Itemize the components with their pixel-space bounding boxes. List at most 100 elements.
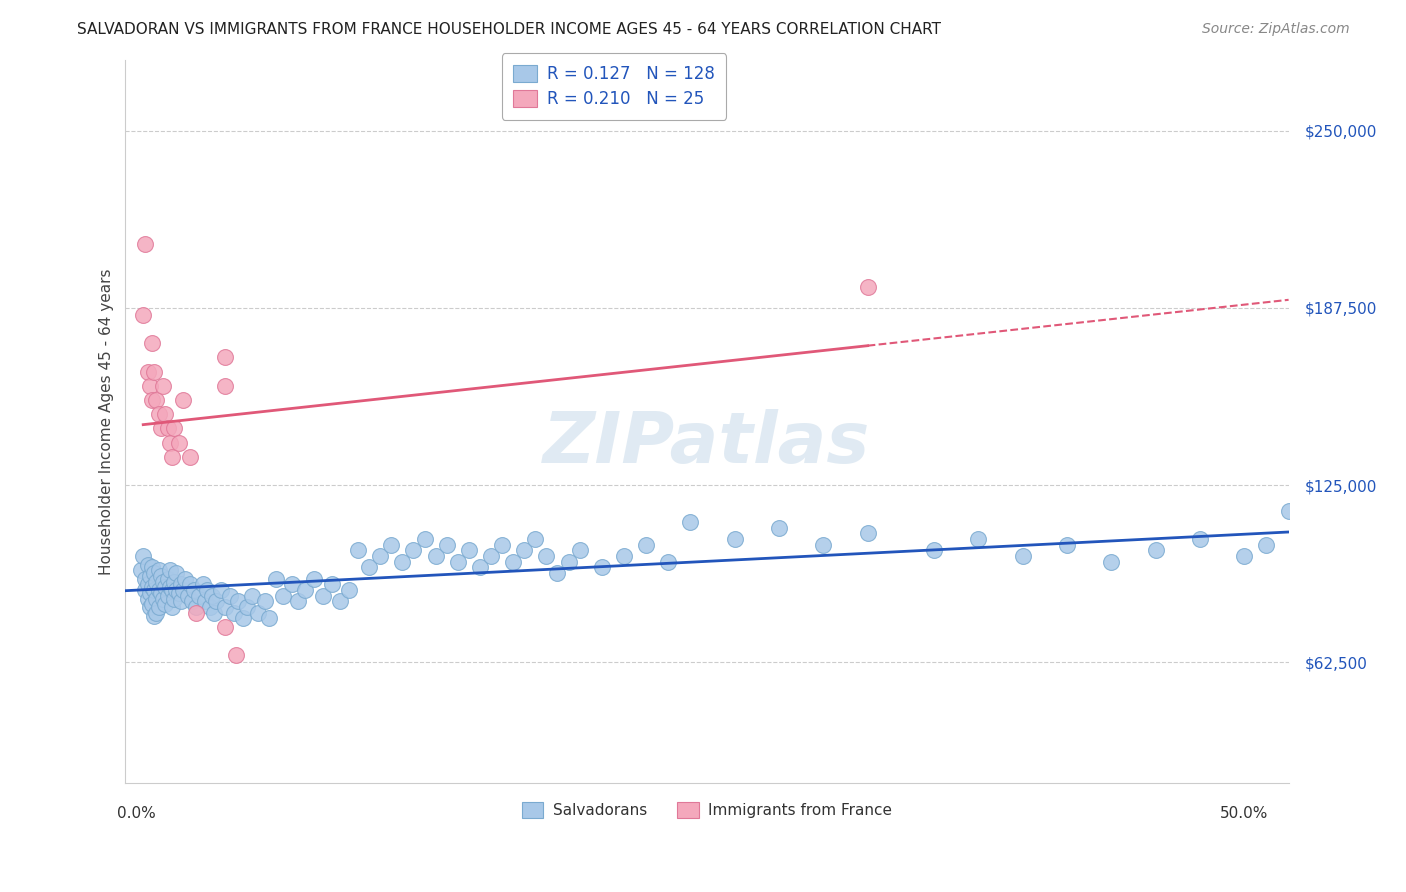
Point — [209, 583, 232, 598]
Point — [197, 583, 219, 598]
Point — [179, 450, 201, 464]
Point — [143, 608, 166, 623]
Point — [359, 560, 381, 574]
Point — [1056, 538, 1078, 552]
Point — [502, 555, 524, 569]
Point — [139, 586, 162, 600]
Point — [228, 594, 250, 608]
Point — [259, 611, 281, 625]
Point — [591, 560, 613, 574]
Point — [557, 555, 579, 569]
Point — [149, 569, 172, 583]
Text: 50.0%: 50.0% — [1220, 805, 1268, 821]
Point — [856, 279, 879, 293]
Point — [513, 543, 536, 558]
Point — [160, 583, 183, 598]
Point — [236, 600, 259, 615]
Point — [1277, 504, 1299, 518]
Point — [214, 620, 236, 634]
Point — [391, 555, 413, 569]
Point — [294, 583, 316, 598]
Point — [160, 450, 183, 464]
Point — [1144, 543, 1167, 558]
Point — [170, 577, 193, 591]
Point — [148, 583, 170, 598]
Point — [132, 549, 155, 563]
Point — [143, 566, 166, 580]
Point — [1256, 538, 1278, 552]
Point — [141, 580, 163, 594]
Point — [679, 515, 702, 529]
Point — [152, 574, 174, 589]
Point — [136, 591, 159, 606]
Point — [143, 365, 166, 379]
Point — [139, 600, 162, 615]
Point — [143, 583, 166, 598]
Point — [264, 572, 287, 586]
Point — [172, 583, 194, 598]
Point — [187, 589, 209, 603]
Text: 0.0%: 0.0% — [117, 805, 156, 821]
Point — [155, 597, 177, 611]
Point — [657, 555, 679, 569]
Point — [148, 563, 170, 577]
Point — [205, 594, 228, 608]
Point — [170, 594, 193, 608]
Text: Source: ZipAtlas.com: Source: ZipAtlas.com — [1202, 22, 1350, 37]
Point — [225, 648, 247, 663]
Point — [436, 538, 458, 552]
Point — [134, 583, 156, 598]
Point — [447, 555, 470, 569]
Point — [1388, 532, 1406, 546]
Point — [156, 589, 179, 603]
Point — [337, 583, 360, 598]
Point — [186, 600, 208, 615]
Point — [145, 574, 167, 589]
Point — [149, 421, 172, 435]
Point — [191, 577, 214, 591]
Point — [1322, 509, 1344, 524]
Point — [1233, 549, 1256, 563]
Point — [129, 563, 152, 577]
Point — [181, 594, 204, 608]
Point — [568, 543, 591, 558]
Point — [194, 594, 217, 608]
Point — [321, 577, 343, 591]
Point — [174, 572, 197, 586]
Point — [176, 589, 198, 603]
Text: SALVADORAN VS IMMIGRANTS FROM FRANCE HOUSEHOLDER INCOME AGES 45 - 64 YEARS CORRE: SALVADORAN VS IMMIGRANTS FROM FRANCE HOU… — [77, 22, 942, 37]
Point — [186, 606, 208, 620]
Point — [247, 606, 270, 620]
Point — [172, 392, 194, 407]
Point — [922, 543, 945, 558]
Point — [813, 538, 835, 552]
Point — [132, 308, 155, 322]
Point — [329, 594, 352, 608]
Legend: Salvadorans, Immigrants from France: Salvadorans, Immigrants from France — [515, 795, 900, 826]
Point — [368, 549, 391, 563]
Point — [347, 543, 370, 558]
Point — [254, 594, 277, 608]
Point — [271, 589, 294, 603]
Point — [148, 407, 170, 421]
Point — [201, 589, 224, 603]
Point — [141, 597, 163, 611]
Point — [380, 538, 402, 552]
Point — [1367, 515, 1389, 529]
Point — [202, 606, 225, 620]
Point — [280, 577, 302, 591]
Point — [183, 583, 205, 598]
Point — [967, 532, 990, 546]
Point — [139, 569, 162, 583]
Point — [136, 577, 159, 591]
Point — [156, 421, 179, 435]
Point — [163, 591, 186, 606]
Point — [856, 526, 879, 541]
Point — [145, 392, 167, 407]
Point — [768, 521, 790, 535]
Point — [724, 532, 747, 546]
Point — [155, 580, 177, 594]
Point — [139, 379, 162, 393]
Point — [145, 606, 167, 620]
Point — [152, 591, 174, 606]
